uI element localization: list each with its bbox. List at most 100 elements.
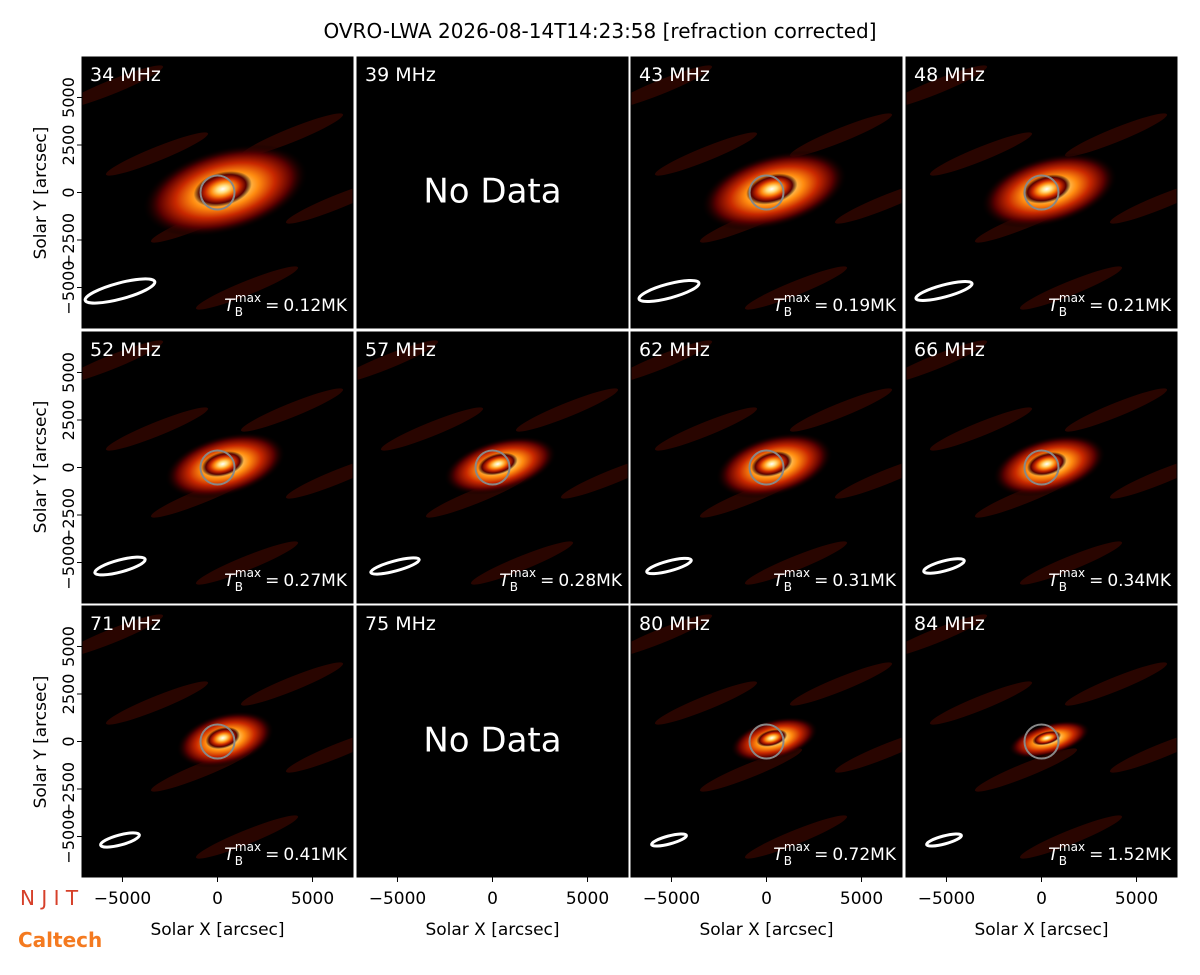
x-tick-label: 5000 [1115, 889, 1158, 909]
tb-sub: B [1059, 854, 1067, 868]
streak [906, 614, 988, 658]
tb-value: 0.34MK [1107, 571, 1172, 591]
tb-sup: max [1059, 291, 1085, 305]
y-tick-label: −5000 [59, 809, 78, 863]
streak [789, 662, 893, 706]
emission-core [193, 171, 252, 207]
x-tick-label: 0 [1036, 889, 1047, 909]
y-tick-label: −5000 [59, 260, 78, 314]
x-tick-label: −5000 [369, 889, 427, 909]
frequency-label: 43 MHz [639, 64, 710, 86]
njit-logo: N J I T [20, 886, 79, 910]
frequency-label: 75 MHz [365, 613, 436, 635]
y-axis-label: Solar Y [arcsec] [31, 127, 51, 260]
streak [906, 340, 988, 384]
frequency-label: 80 MHz [639, 613, 710, 635]
tb-sup: max [235, 291, 261, 305]
beam [914, 280, 974, 302]
tb-sup: max [235, 840, 261, 854]
tb-symbol: T [224, 571, 236, 591]
emission-core [756, 729, 788, 747]
tb-symbol: T [499, 571, 511, 591]
panel: TBmax = 0.34MK 66 MHz [906, 332, 1177, 603]
streak [560, 455, 628, 499]
streak [380, 407, 484, 451]
panel: TBmax = 0.28MK 57 MHz [357, 332, 628, 603]
beam [83, 277, 157, 305]
streak [929, 407, 1033, 451]
tb-sub: B [235, 854, 243, 868]
x-axis-label: Solar X [arcsec] [699, 920, 833, 940]
streak [1064, 662, 1168, 706]
panel: TBmax = 0.72MK 80 MHz [631, 606, 902, 877]
tb-max-label: TBmax = 0.27MK [224, 566, 348, 594]
beam [925, 832, 963, 848]
tb-sub: B [784, 580, 792, 594]
tb-symbol: T [1048, 296, 1060, 316]
caltech-logo: Caltech [18, 928, 102, 952]
streak [195, 541, 299, 585]
panel: TBmax = 0.19MK 43 MHz [631, 57, 902, 328]
streak [285, 455, 353, 499]
beam [650, 832, 688, 848]
tb-value: 0.27MK [283, 571, 348, 591]
beam [99, 831, 141, 849]
x-axis-label: Solar X [arcsec] [425, 920, 559, 940]
frequency-label: 39 MHz [365, 64, 436, 86]
tb-max-label: TBmax = 0.21MK [1048, 291, 1172, 319]
streak [834, 455, 902, 499]
y-tick-label: 0 [59, 187, 78, 197]
tb-symbol: T [224, 296, 236, 316]
x-axis-label: Solar X [arcsec] [150, 920, 284, 940]
beam [93, 555, 147, 577]
frequency-label: 66 MHz [914, 339, 985, 361]
panel: No Data 39 MHz [357, 57, 628, 328]
y-tick-label: 2500 [59, 400, 78, 441]
solar-disk [1023, 723, 1060, 760]
tb-sub: B [784, 854, 792, 868]
streak [834, 180, 902, 224]
tb-sub: B [235, 580, 243, 594]
streak [744, 266, 848, 310]
streak [906, 65, 988, 109]
streak [654, 681, 758, 725]
tb-eq: = [814, 845, 828, 865]
streak [285, 180, 353, 224]
y-tick-label: −2500 [59, 762, 78, 816]
x-tick-label: −5000 [643, 889, 701, 909]
streak [105, 132, 209, 176]
x-tick-label: 5000 [291, 889, 334, 909]
tb-eq: = [540, 571, 554, 591]
tb-max-label: TBmax = 0.34MK [1048, 566, 1172, 594]
solar-disk [199, 723, 236, 760]
streak [789, 113, 893, 157]
tb-eq: = [814, 296, 828, 316]
tb-max-label: TBmax = 0.28MK [499, 566, 623, 594]
x-tick-label: 5000 [566, 889, 609, 909]
tb-symbol: T [773, 845, 785, 865]
x-tick-label: 0 [487, 889, 498, 909]
tb-max-label: TBmax = 0.72MK [773, 840, 897, 868]
panel-frame [630, 331, 903, 604]
tb-eq: = [265, 296, 279, 316]
panel-frame [356, 56, 629, 329]
tb-max-label: TBmax = 0.31MK [773, 566, 897, 594]
tb-max-label: TBmax = 0.41MK [224, 840, 348, 868]
x-axis-label: Solar X [arcsec] [974, 920, 1108, 940]
x-tick-label: 0 [761, 889, 772, 909]
beam [922, 557, 966, 575]
streak [515, 388, 619, 432]
y-tick-label: 5000 [59, 77, 78, 118]
tb-sup: max [1059, 840, 1085, 854]
y-tick-label: 2500 [59, 125, 78, 166]
x-tick-label: 0 [212, 889, 223, 909]
emission-core [1032, 730, 1062, 746]
tb-max-label: TBmax = 0.12MK [224, 291, 348, 319]
panel: No Data 75 MHz [357, 606, 628, 877]
frequency-label: 57 MHz [365, 339, 436, 361]
panel-frame [905, 331, 1178, 604]
tb-sup: max [235, 566, 261, 580]
panel-background [357, 606, 628, 877]
tb-symbol: T [773, 296, 785, 316]
